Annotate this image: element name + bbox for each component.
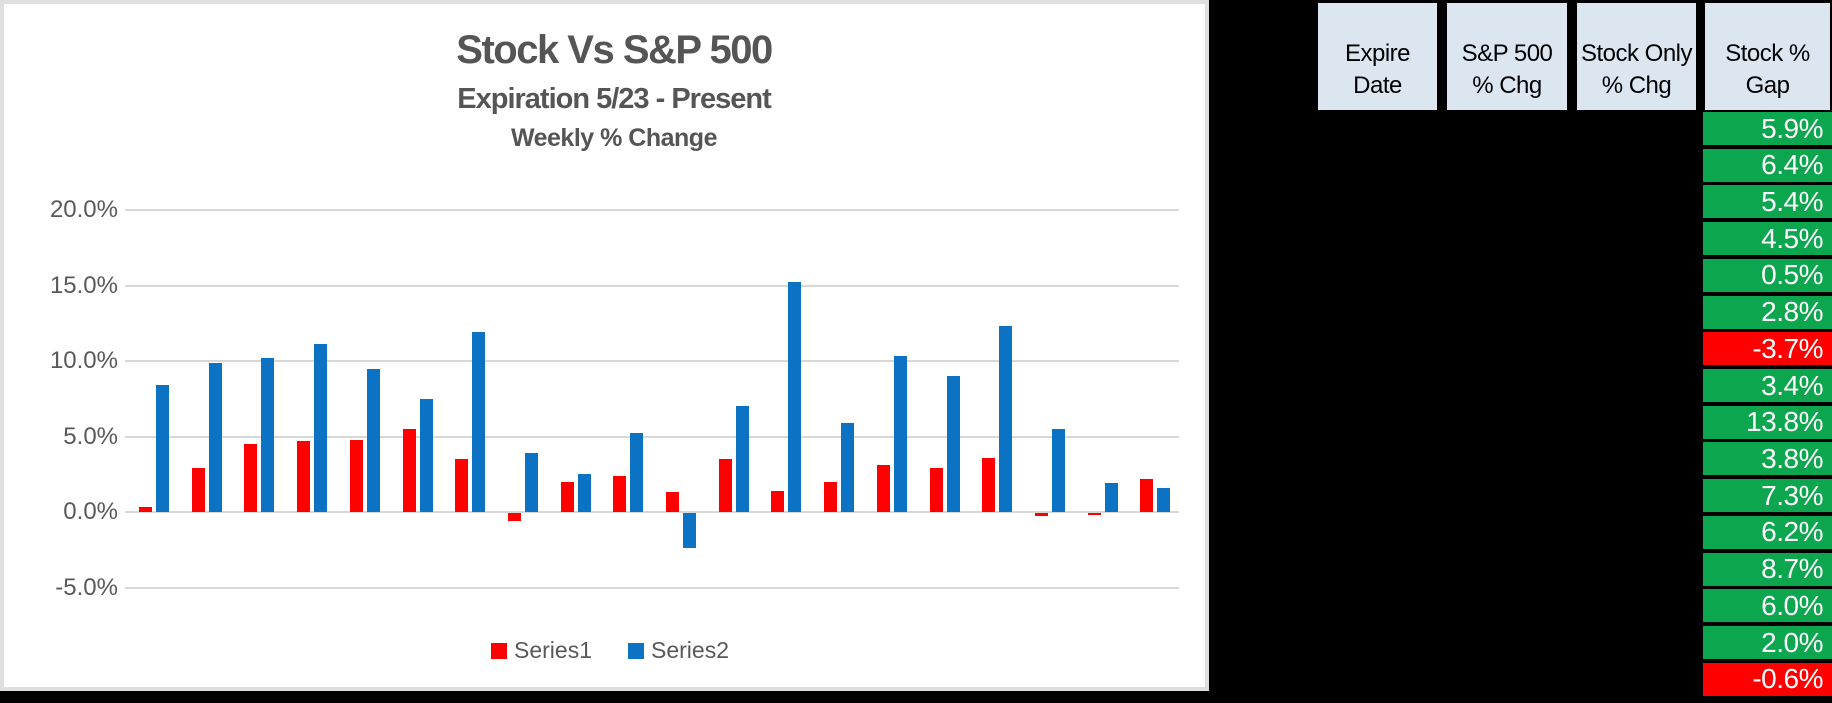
bar-series2 (841, 422, 855, 512)
header-stock-only-pct-chg[interactable]: Stock Only % Chg (1575, 3, 1698, 110)
y-axis-tick-label: -5.0% (55, 573, 118, 601)
bar-series1 (1140, 478, 1154, 512)
redacted-table-columns (1316, 112, 1698, 700)
bar-series2 (630, 433, 644, 512)
chart-title: Stock Vs S&P 500 (456, 28, 773, 72)
bar-series1 (718, 459, 732, 512)
header-stock-pct-gap[interactable]: Stock % Gap (1703, 3, 1832, 110)
gridline (125, 511, 1179, 513)
gap-cell[interactable]: 3.8% (1703, 442, 1832, 476)
bar-series1 (1087, 513, 1101, 515)
bar-series2 (366, 368, 380, 512)
gap-cell[interactable]: 4.5% (1703, 222, 1832, 256)
bar-series1 (297, 441, 311, 512)
bar-series1 (402, 428, 416, 512)
chart-subtitle-2: Weekly % Change (510, 124, 718, 152)
bar-series2 (1157, 487, 1171, 512)
bar-series2 (946, 376, 960, 512)
bar-series2 (1104, 483, 1118, 512)
gap-cell[interactable]: 6.2% (1703, 515, 1832, 549)
gap-cell[interactable]: 6.0% (1703, 589, 1832, 623)
bar-series2 (1051, 428, 1065, 512)
header-expire-date[interactable]: Expire Date (1316, 3, 1439, 110)
y-axis-tick-label: 5.0% (63, 422, 118, 450)
bar-series1 (507, 513, 521, 521)
bar-series2 (788, 282, 802, 512)
y-axis-tick-label: 15.0% (49, 271, 118, 299)
bar-series1 (455, 459, 469, 512)
legend-label-series2: Series2 (651, 637, 729, 663)
chart-title-block: Stock Vs S&P 500 Expiration 5/23 - Prese… (87, 28, 1141, 153)
chart-legend: Series1 Series2 (83, 637, 1137, 664)
bar-series2 (314, 344, 328, 512)
series2-swatch-icon (628, 642, 644, 659)
bar-series1 (1034, 513, 1048, 517)
bar-series2 (156, 385, 169, 512)
bar-series1 (560, 481, 574, 512)
bar-series1 (876, 465, 890, 512)
gap-cell[interactable]: 13.8% (1703, 405, 1832, 439)
bar-series1 (982, 457, 996, 512)
gap-cell[interactable]: 2.8% (1703, 295, 1832, 329)
gridline (125, 435, 1179, 438)
y-axis-tick-label: 10.0% (49, 347, 118, 374)
bar-series1 (824, 481, 838, 512)
bar-series2 (577, 474, 591, 512)
bar-series1 (139, 507, 152, 512)
gap-cell[interactable]: 5.9% (1703, 112, 1832, 145)
legend-label-series1: Series1 (514, 637, 592, 663)
bar-series1 (613, 475, 627, 512)
header-sp500-pct-chg[interactable]: S&P 500 % Chg (1445, 3, 1569, 110)
gridline (125, 209, 1179, 211)
bar-series1 (771, 490, 785, 512)
legend-item-series2[interactable]: Series2 (628, 637, 729, 664)
bar-series2 (893, 356, 907, 512)
gap-cell[interactable]: -3.7% (1703, 332, 1832, 366)
gap-cell[interactable]: -0.6% (1703, 662, 1832, 696)
bar-series1 (349, 439, 363, 512)
bar-series1 (666, 492, 679, 512)
y-axis-tick-label: 0.0% (63, 498, 118, 525)
gap-cell[interactable]: 3.4% (1703, 369, 1832, 403)
bar-series2 (735, 406, 749, 512)
bar-series2 (683, 513, 696, 548)
gap-cell[interactable]: 0.5% (1703, 258, 1832, 292)
bar-series2 (472, 332, 486, 512)
gap-cell[interactable]: 2.0% (1703, 626, 1832, 660)
gridline (125, 284, 1179, 287)
gridline (125, 360, 1179, 362)
series1-swatch-icon (491, 642, 508, 659)
gap-cell[interactable]: 8.7% (1703, 552, 1832, 586)
bar-series2 (208, 362, 222, 512)
y-axis-tick-label: 20.0% (49, 196, 118, 223)
legend-item-series1[interactable]: Series1 (491, 637, 592, 664)
bar-series2 (999, 326, 1013, 512)
bar-series2 (524, 453, 538, 512)
bar-series2 (419, 398, 433, 512)
bar-series1 (929, 468, 943, 512)
gap-cell[interactable]: 5.4% (1703, 185, 1832, 219)
bar-series2 (261, 357, 275, 512)
bar-series1 (191, 468, 205, 512)
chart-subtitle: Expiration 5/23 - Present (457, 83, 771, 115)
bar-series1 (244, 444, 258, 512)
gridline (125, 586, 1179, 589)
gap-cell[interactable]: 6.4% (1703, 148, 1832, 182)
gap-cell[interactable]: 7.3% (1703, 479, 1832, 513)
